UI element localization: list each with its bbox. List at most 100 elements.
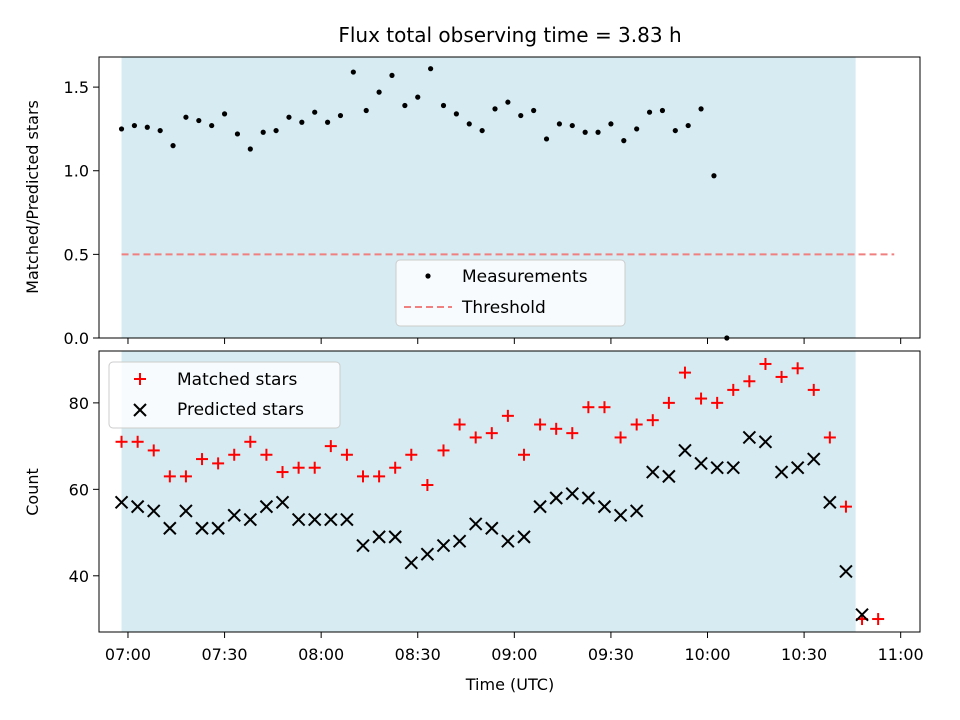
matched-star-point <box>469 431 482 444</box>
predicted-star-point <box>597 499 612 514</box>
predicted-star-point <box>163 521 177 535</box>
matched-star-point <box>646 414 659 427</box>
x-tick-label: 10:00 <box>684 645 730 664</box>
matched-star-point <box>501 409 514 422</box>
predicted-star-point <box>549 491 563 505</box>
predicted-star-point <box>694 456 708 471</box>
measurement-point <box>221 111 228 117</box>
measurement-point <box>363 107 369 114</box>
predicted-star-point <box>243 512 258 527</box>
matched-star-point <box>405 448 418 461</box>
predicted-star-point <box>855 608 869 622</box>
predicted-star-point <box>839 564 853 579</box>
matched-star-point <box>212 457 225 470</box>
matched-star-point <box>373 470 386 483</box>
top-plot-frame <box>98 56 921 339</box>
x-tick-label: 07:30 <box>202 645 248 664</box>
predicted-star-point <box>790 461 805 475</box>
measurement-point <box>505 99 511 105</box>
predicted-star-point <box>710 461 724 475</box>
measurement-point <box>582 129 588 135</box>
measurement-point <box>144 124 150 130</box>
matched-star-point <box>357 470 370 483</box>
matched-star-point <box>324 440 337 453</box>
measurement-point <box>350 69 356 75</box>
matched-star-point <box>244 435 257 448</box>
x-tick-label: 08:00 <box>298 645 344 664</box>
y-tick-label: 60 <box>69 480 89 499</box>
matched-star-point <box>823 431 836 444</box>
predicted-star-point <box>823 495 837 510</box>
legend-label-threshold: Threshold <box>461 298 546 318</box>
bottom-y-ticks: 40 60 80 <box>69 394 99 586</box>
matched-star-point <box>163 470 176 483</box>
matched-star-point <box>228 448 241 461</box>
matched-star-point <box>614 431 627 444</box>
matched-star-point <box>872 613 885 626</box>
matched-star-point <box>260 448 273 461</box>
legend-marker-predicted <box>133 403 147 417</box>
predicted-star-point <box>436 538 451 553</box>
predicted-star-point <box>581 491 596 505</box>
legend-label-predicted: Predicted stars <box>177 400 304 420</box>
matched-star-point <box>196 453 209 466</box>
measurement-point <box>312 109 318 115</box>
measurement-point <box>569 122 575 129</box>
matched-star-point <box>839 500 852 513</box>
measurement-point <box>428 66 434 72</box>
top-legend-box <box>395 259 626 327</box>
x-tick-label: 11:00 <box>878 645 924 664</box>
predicted-star-point <box>324 512 338 527</box>
predicted-star-point <box>404 556 419 570</box>
predicted-star-point <box>468 517 483 531</box>
measurement-point <box>479 127 485 134</box>
x-tick-label: 08:30 <box>395 645 441 664</box>
matched-star-point <box>807 383 820 396</box>
measurement-point <box>646 109 653 115</box>
top-legend: Measurements Threshold <box>395 259 626 327</box>
predicted-star-point <box>613 508 628 522</box>
matched-star-point <box>566 427 579 440</box>
predicted-star-point <box>372 530 386 544</box>
matched-star-point <box>517 448 530 461</box>
matched-star-point <box>550 422 563 435</box>
predicted-star-point <box>420 547 435 561</box>
predicted-star-point <box>179 504 193 518</box>
predicted-star-point <box>758 435 773 449</box>
predicted-star-point <box>485 521 499 535</box>
measurement-point <box>196 117 202 124</box>
predicted-star-point <box>259 499 274 514</box>
legend-label-measurements: Measurements <box>462 267 588 287</box>
measurement-point <box>286 114 292 120</box>
bottom-y-axis-label: Count <box>23 468 42 516</box>
measurement-point <box>556 121 563 127</box>
matched-star-point <box>743 375 756 388</box>
matched-star-point <box>276 466 289 479</box>
matched-star-point <box>775 370 788 383</box>
top-x-ticks <box>127 338 902 344</box>
measurement-point <box>209 122 215 129</box>
measurement-point <box>118 126 125 132</box>
bottom-plot-frame <box>98 350 921 633</box>
predicted-star-point <box>308 512 322 527</box>
matched-star-point <box>598 401 611 414</box>
x-tick-label: 07:00 <box>105 645 151 664</box>
y-tick-label: 0.5 <box>64 245 89 264</box>
predicted-star-point <box>340 512 354 527</box>
y-tick-label: 40 <box>69 567 89 586</box>
matched-star-point <box>711 396 724 409</box>
measurement-point <box>324 119 331 125</box>
matched-star-point <box>389 461 402 474</box>
matched-star-point <box>147 444 160 457</box>
matched-star-point <box>292 461 305 474</box>
measurement-point <box>659 107 666 114</box>
predicted-star-point <box>646 465 660 479</box>
x-tick-label: 09:00 <box>491 645 537 664</box>
legend-label-matched: Matched stars <box>177 370 297 390</box>
matched-star-point <box>695 392 708 405</box>
measurement-point <box>492 106 498 112</box>
measurement-point <box>685 122 691 129</box>
matched-star-point <box>131 435 144 448</box>
measurement-point <box>543 136 550 142</box>
measurement-point <box>183 114 189 120</box>
